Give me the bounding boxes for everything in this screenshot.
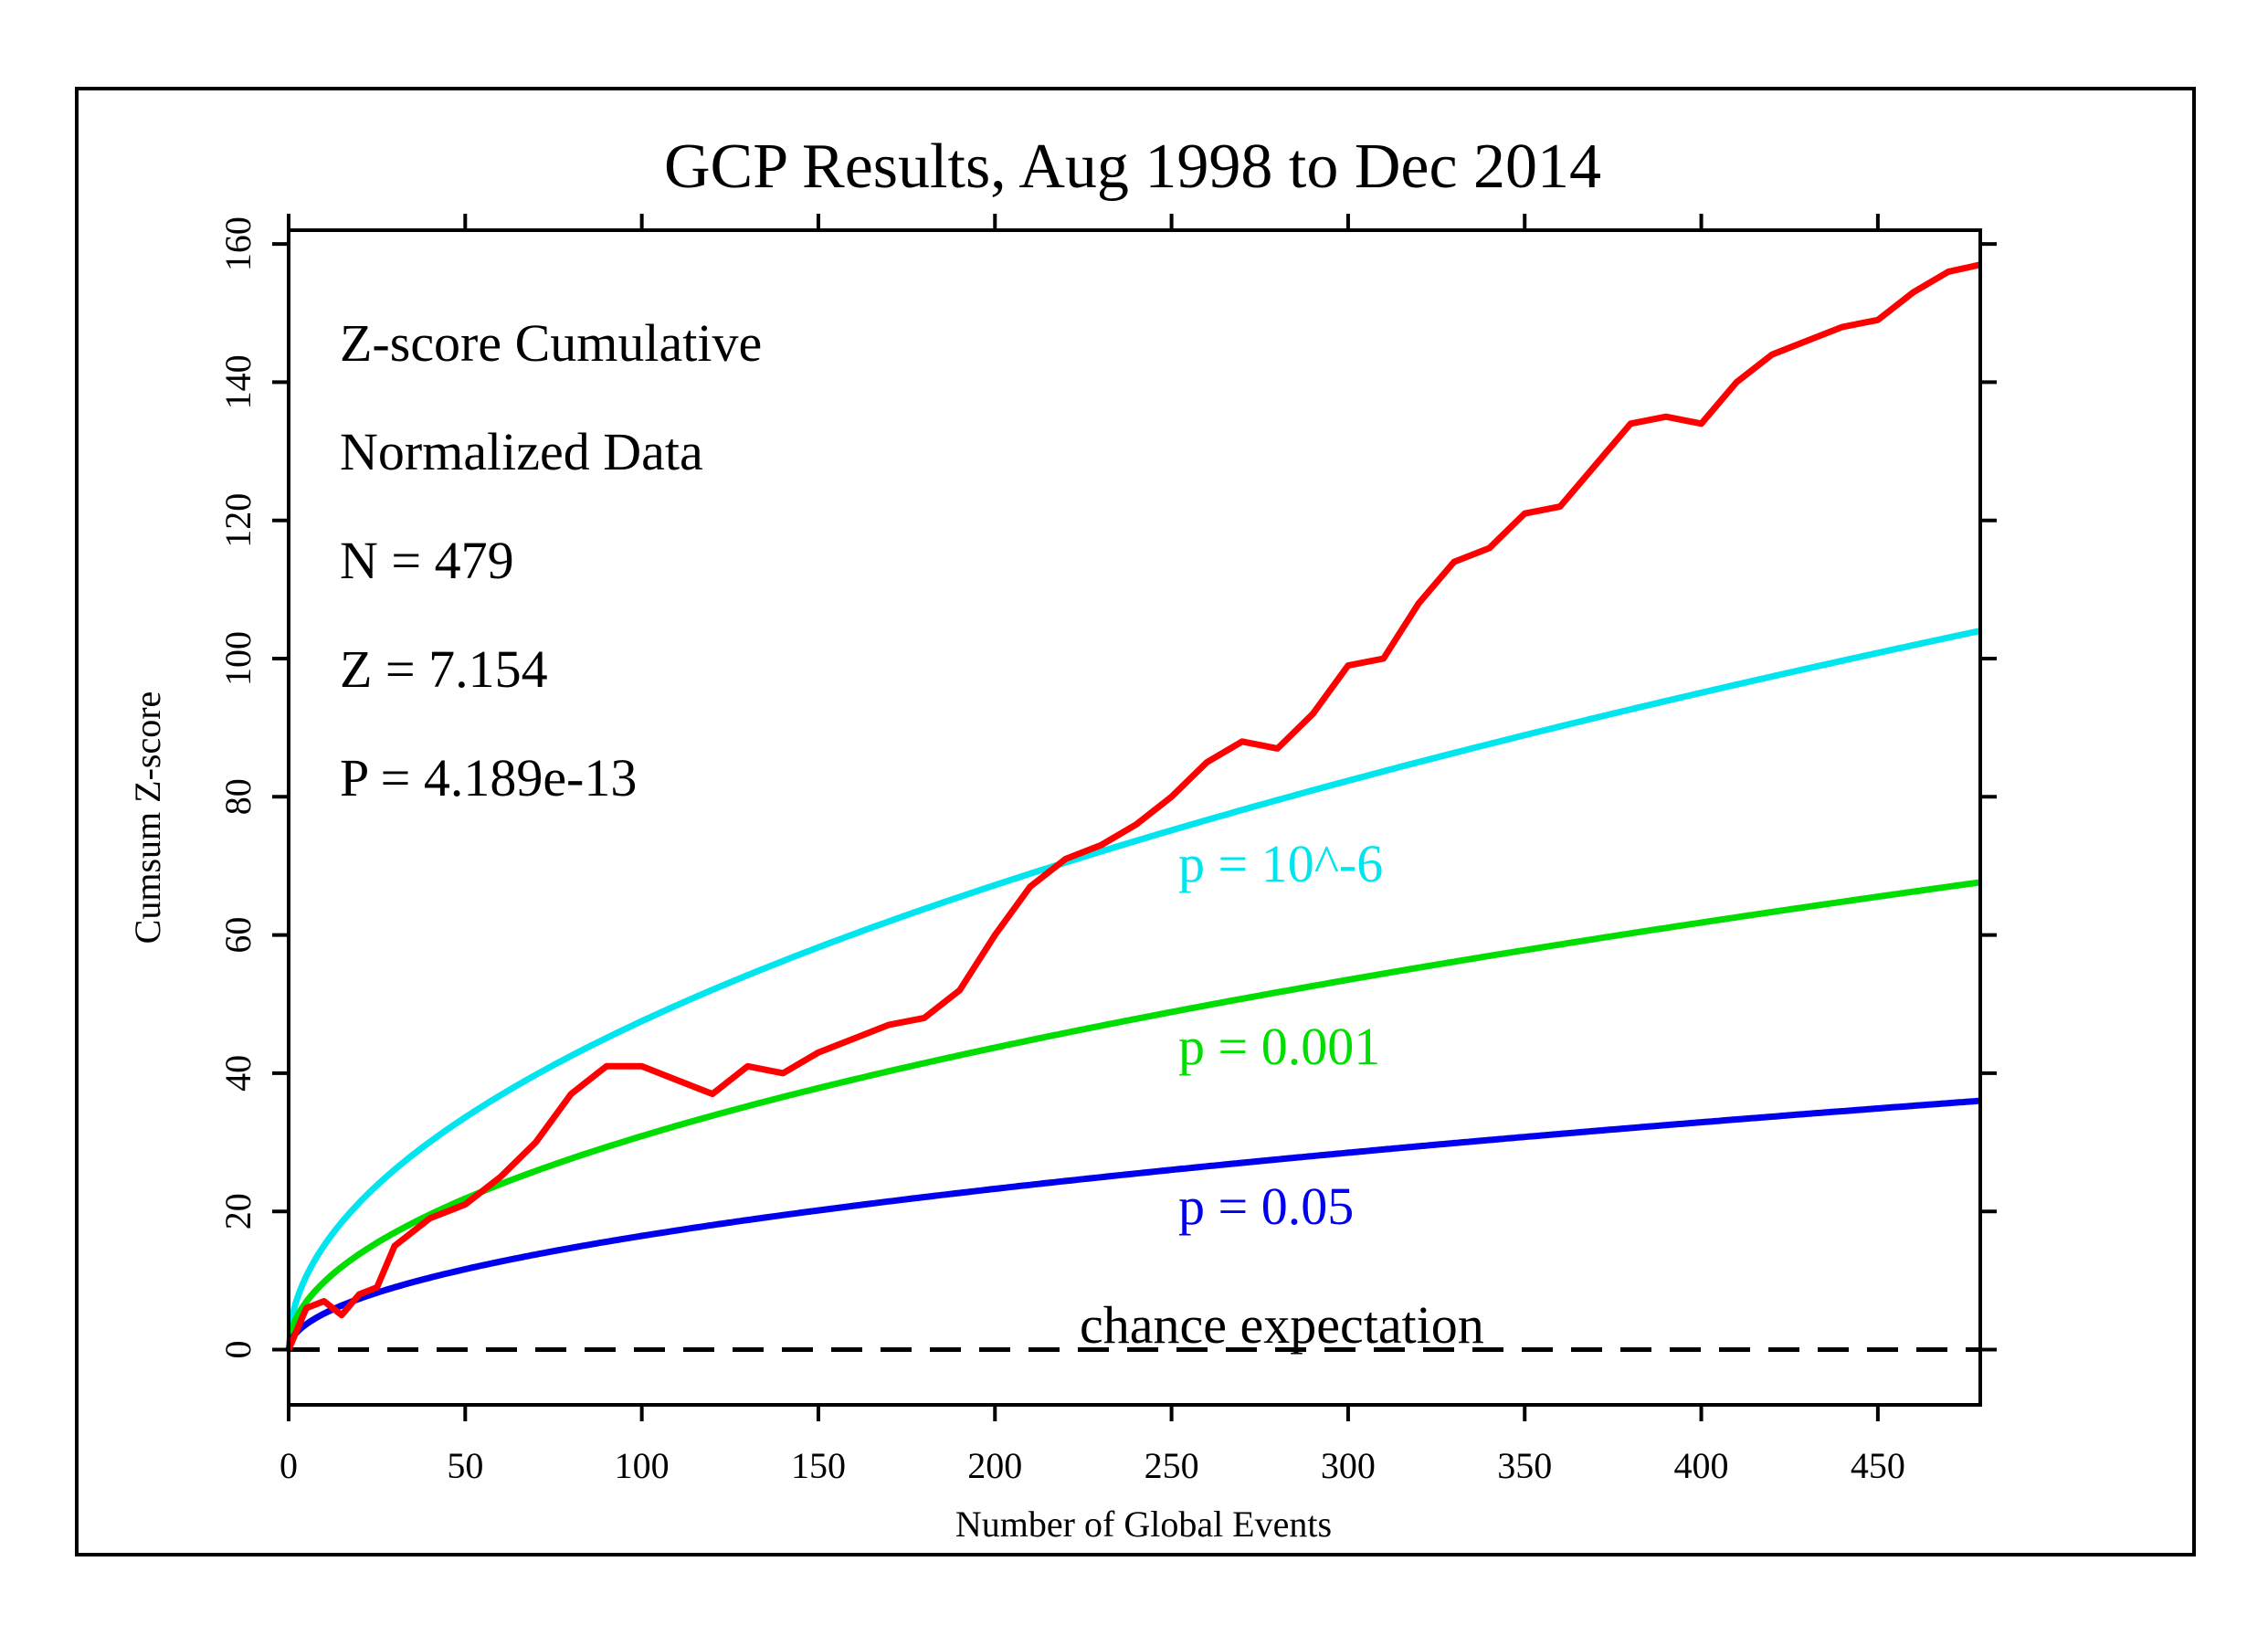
series-line-2 (285, 879, 1981, 1351)
series-line-3 (285, 1097, 1981, 1351)
y-tick-label: 120 (217, 493, 258, 548)
x-tick-label: 350 (1497, 1445, 1552, 1486)
outer-border (75, 87, 2196, 1556)
series-line-0 (285, 261, 1981, 1351)
stat-line: Normalized Data (340, 422, 703, 481)
stat-line: Z-score Cumulative (340, 313, 762, 373)
stat-line: P = 4.189e-13 (340, 748, 637, 807)
series-labels: p = 10^-6 p = 0.001 p = 0.05 chance expe… (1080, 834, 1484, 1355)
x-tick-label: 200 (967, 1445, 1022, 1486)
y-tick-label: 80 (217, 778, 258, 815)
y-tick-label: 100 (217, 631, 258, 686)
x-tick-label: 150 (791, 1445, 846, 1486)
y-tick-label: 0 (217, 1341, 258, 1359)
y-tick-label: 160 (217, 216, 258, 271)
ticks-layer: 0 50 100 150 200 250 300 350 400 450 0 20 40 60 80 100 1… (217, 214, 1997, 1486)
x-tick-label: 100 (615, 1445, 670, 1486)
x-tick-label: 250 (1145, 1445, 1199, 1486)
plot-area-border (287, 228, 1982, 1407)
chart-title: GCP Results, Aug 1998 to Dec 2014 (664, 132, 1601, 202)
series-label: p = 0.05 (1178, 1177, 1354, 1236)
x-tick-label: 450 (1851, 1445, 1905, 1486)
x-tick-label: 0 (280, 1445, 298, 1486)
stats-block: Z-score Cumulative Normalized Data N = 4… (340, 313, 762, 807)
series-layer (285, 261, 1981, 1352)
y-tick-label: 20 (217, 1193, 258, 1229)
y-axis-label: Cumsum Z-score (127, 691, 168, 944)
x-axis-label: Number of Global Events (955, 1504, 1332, 1545)
series-label: p = 10^-6 (1178, 834, 1383, 893)
x-tick-label: 300 (1321, 1445, 1376, 1486)
stat-line: N = 479 (340, 531, 514, 590)
series-label: p = 0.001 (1178, 1017, 1380, 1076)
y-tick-label: 140 (217, 354, 258, 409)
series-label: chance expectation (1080, 1295, 1484, 1355)
y-tick-label: 60 (217, 917, 258, 954)
series-line-1 (285, 628, 1981, 1350)
x-tick-label: 50 (447, 1445, 483, 1486)
y-tick-label: 40 (217, 1055, 258, 1092)
stat-line: Z = 7.154 (340, 639, 548, 699)
x-tick-label: 400 (1674, 1445, 1729, 1486)
